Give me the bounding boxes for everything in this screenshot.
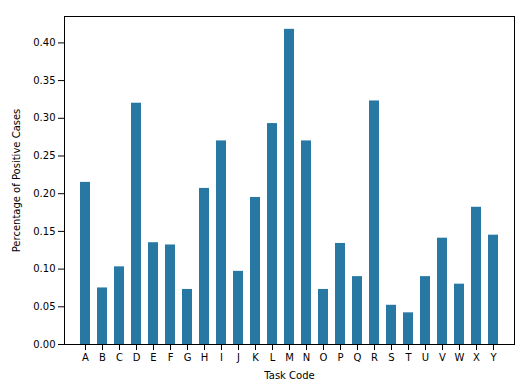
svg-text:K: K [252, 352, 259, 363]
svg-text:P: P [337, 352, 343, 363]
svg-text:R: R [371, 352, 378, 363]
svg-text:L: L [270, 352, 276, 363]
svg-text:I: I [220, 352, 223, 363]
svg-text:D: D [133, 352, 141, 363]
svg-text:0.20: 0.20 [33, 188, 55, 199]
svg-text:Y: Y [489, 352, 497, 363]
svg-text:U: U [422, 352, 429, 363]
svg-text:W: W [455, 352, 465, 363]
svg-text:M: M [285, 352, 294, 363]
svg-text:S: S [388, 352, 394, 363]
svg-text:A: A [82, 352, 89, 363]
svg-text:N: N [303, 352, 310, 363]
svg-text:0.10: 0.10 [33, 263, 55, 274]
svg-text:H: H [201, 352, 209, 363]
svg-text:0.00: 0.00 [33, 339, 55, 350]
svg-text:J: J [236, 352, 240, 363]
svg-text:T: T [404, 352, 412, 363]
svg-text:V: V [439, 352, 446, 363]
svg-text:O: O [320, 352, 328, 363]
svg-text:Q: Q [354, 352, 362, 363]
svg-text:B: B [99, 352, 106, 363]
svg-text:X: X [473, 352, 480, 363]
svg-text:0.35: 0.35 [33, 75, 55, 86]
svg-text:C: C [116, 352, 123, 363]
svg-text:Percentage of Positive Cases: Percentage of Positive Cases [11, 109, 22, 253]
svg-text:0.15: 0.15 [33, 226, 55, 237]
svg-text:G: G [184, 352, 192, 363]
svg-text:0.05: 0.05 [33, 301, 55, 312]
svg-text:0.40: 0.40 [33, 37, 55, 48]
svg-text:F: F [168, 352, 174, 363]
svg-text:0.25: 0.25 [33, 150, 55, 161]
svg-text:0.30: 0.30 [33, 112, 55, 123]
svg-text:E: E [150, 352, 156, 363]
svg-text:Task Code: Task Code [263, 370, 314, 381]
